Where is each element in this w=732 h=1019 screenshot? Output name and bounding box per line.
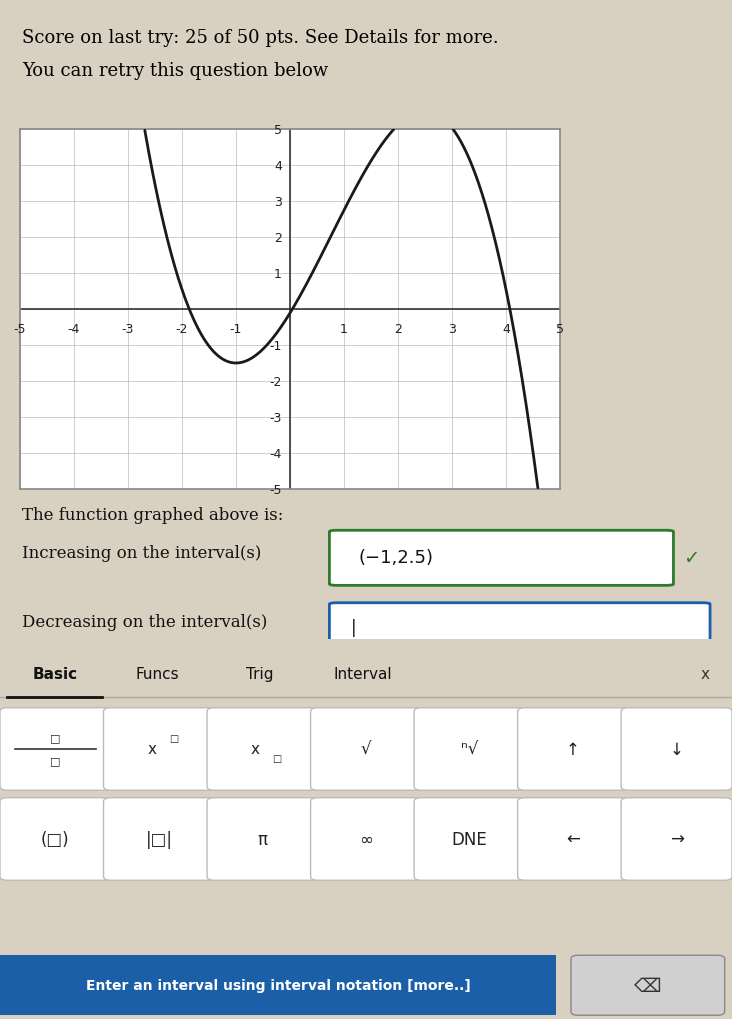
Text: x: x xyxy=(701,666,710,682)
Text: -1: -1 xyxy=(269,339,282,353)
Text: ✓: ✓ xyxy=(683,548,699,567)
FancyBboxPatch shape xyxy=(0,956,556,1015)
Text: 3: 3 xyxy=(274,196,282,208)
Text: 3: 3 xyxy=(448,322,456,335)
Text: Trig: Trig xyxy=(246,666,274,682)
Text: □: □ xyxy=(272,753,282,763)
FancyBboxPatch shape xyxy=(518,708,629,791)
Text: √: √ xyxy=(361,740,371,758)
Text: 5: 5 xyxy=(274,123,282,137)
Text: □: □ xyxy=(51,733,61,743)
Text: □: □ xyxy=(51,755,61,765)
Text: Decreasing on the interval(s): Decreasing on the interval(s) xyxy=(22,613,267,631)
FancyBboxPatch shape xyxy=(207,798,318,880)
Text: -2: -2 xyxy=(269,375,282,388)
Text: ↓: ↓ xyxy=(670,740,684,758)
FancyBboxPatch shape xyxy=(0,708,111,791)
Text: DNE: DNE xyxy=(452,830,488,848)
Text: -5: -5 xyxy=(14,322,26,335)
Text: 4: 4 xyxy=(502,322,510,335)
Text: 1: 1 xyxy=(340,322,348,335)
FancyBboxPatch shape xyxy=(621,798,732,880)
Text: -3: -3 xyxy=(122,322,134,335)
Text: x: x xyxy=(147,742,156,757)
FancyBboxPatch shape xyxy=(207,708,318,791)
Text: You can retry this question below: You can retry this question below xyxy=(22,62,328,81)
Text: -4: -4 xyxy=(269,447,282,460)
FancyBboxPatch shape xyxy=(518,798,629,880)
Text: 2: 2 xyxy=(274,231,282,245)
FancyBboxPatch shape xyxy=(310,798,422,880)
Text: (−1,2.5): (−1,2.5) xyxy=(359,548,433,567)
Text: Basic: Basic xyxy=(32,666,78,682)
Text: -1: -1 xyxy=(230,322,242,335)
Text: -5: -5 xyxy=(269,483,282,496)
Text: 5: 5 xyxy=(556,322,564,335)
Text: Interval: Interval xyxy=(333,666,392,682)
Text: ↑: ↑ xyxy=(566,740,580,758)
Text: π: π xyxy=(258,830,267,848)
FancyBboxPatch shape xyxy=(310,708,422,791)
FancyBboxPatch shape xyxy=(103,708,214,791)
FancyBboxPatch shape xyxy=(0,798,111,880)
Text: -4: -4 xyxy=(68,322,81,335)
Text: -2: -2 xyxy=(176,322,188,335)
FancyBboxPatch shape xyxy=(329,531,673,586)
Text: 2: 2 xyxy=(394,322,402,335)
Text: ←: ← xyxy=(566,830,580,848)
Text: |□|: |□| xyxy=(146,830,173,848)
Text: ⁿ√: ⁿ√ xyxy=(461,740,478,758)
Text: □: □ xyxy=(169,733,178,743)
Text: →: → xyxy=(670,830,684,848)
Text: 4: 4 xyxy=(274,159,282,172)
Text: ⌫: ⌫ xyxy=(634,976,662,995)
Text: The function graphed above is:: The function graphed above is: xyxy=(22,506,283,523)
Text: Enter an interval using interval notation [more..]: Enter an interval using interval notatio… xyxy=(86,978,471,993)
FancyBboxPatch shape xyxy=(329,603,710,652)
Text: Funcs: Funcs xyxy=(135,666,179,682)
Text: Score on last try: 25 of 50 pts. See Details for more.: Score on last try: 25 of 50 pts. See Det… xyxy=(22,29,498,47)
FancyBboxPatch shape xyxy=(414,708,525,791)
Text: -3: -3 xyxy=(269,411,282,424)
Text: 1: 1 xyxy=(274,267,282,280)
Text: (□): (□) xyxy=(41,830,70,848)
FancyBboxPatch shape xyxy=(414,798,525,880)
Text: x: x xyxy=(250,742,260,757)
Text: ∞: ∞ xyxy=(359,830,373,848)
FancyBboxPatch shape xyxy=(621,708,732,791)
Text: |: | xyxy=(351,619,357,637)
Text: Increasing on the interval(s): Increasing on the interval(s) xyxy=(22,544,261,560)
FancyBboxPatch shape xyxy=(103,798,214,880)
FancyBboxPatch shape xyxy=(571,956,725,1015)
